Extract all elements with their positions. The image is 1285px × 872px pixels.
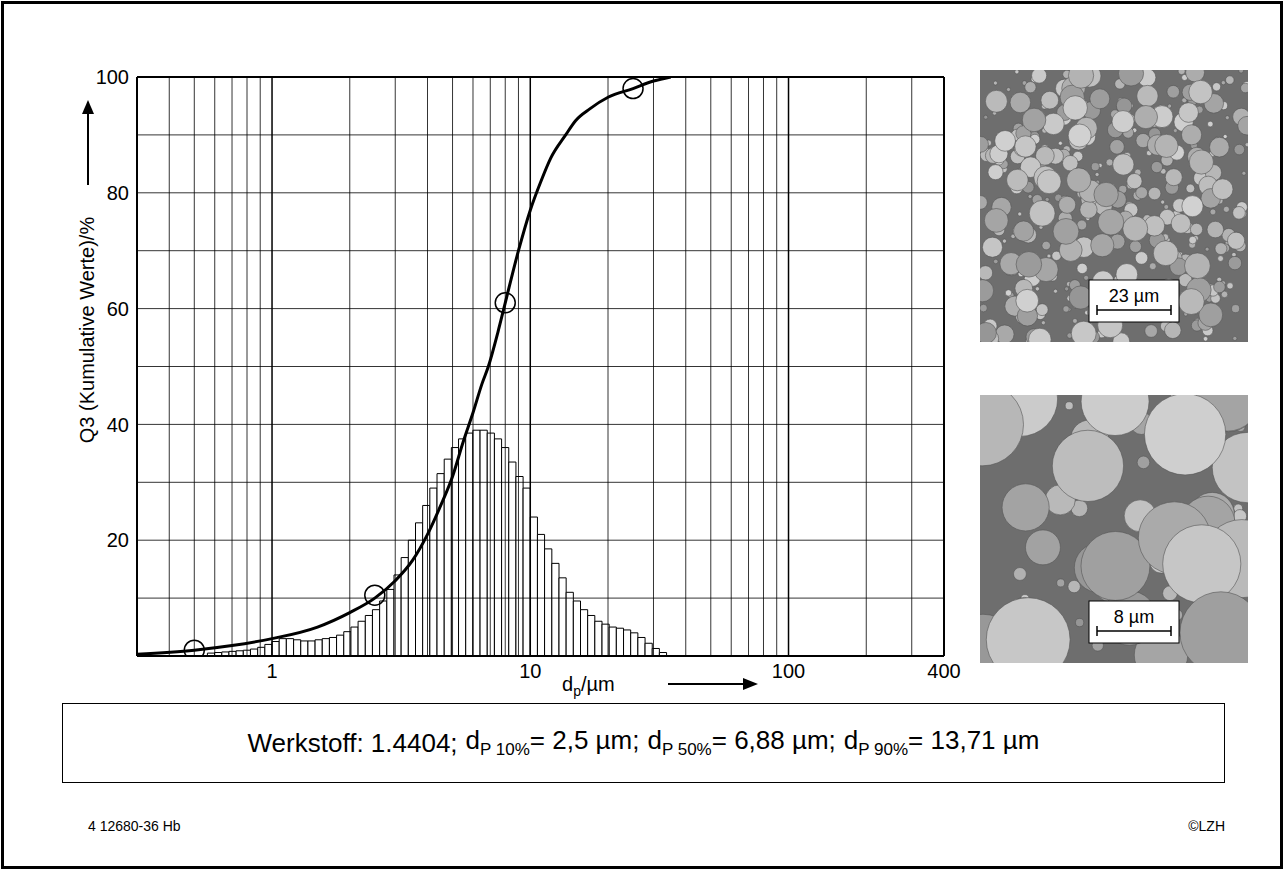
svg-text:20: 20 xyxy=(107,529,129,551)
svg-text:100: 100 xyxy=(96,66,129,88)
svg-text:10: 10 xyxy=(519,660,541,682)
svg-text:60: 60 xyxy=(107,298,129,320)
svg-text:Q3 (Kumulative Werte)/%: Q3 (Kumulative Werte)/% xyxy=(76,217,98,444)
svg-text:8 µm: 8 µm xyxy=(1114,607,1154,627)
svg-text:40: 40 xyxy=(107,414,129,436)
html-text:4 12680-36 Hb: 4 12680-36 Hb xyxy=(88,818,181,834)
svg-text:23 µm: 23 µm xyxy=(1109,286,1159,306)
svg-text:dp/µm: dp/µm xyxy=(562,673,615,699)
svg-text:100: 100 xyxy=(772,660,805,682)
svg-text:400: 400 xyxy=(927,660,960,682)
html-text:©LZH: ©LZH xyxy=(1188,818,1225,834)
svg-text:80: 80 xyxy=(107,182,129,204)
html-text:Werkstoff: 1.4404; dP 10%= 2,5: Werkstoff: 1.4404; dP 10%= 2,5 µm; dP 50… xyxy=(247,725,1040,760)
svg-text:1: 1 xyxy=(266,660,277,682)
